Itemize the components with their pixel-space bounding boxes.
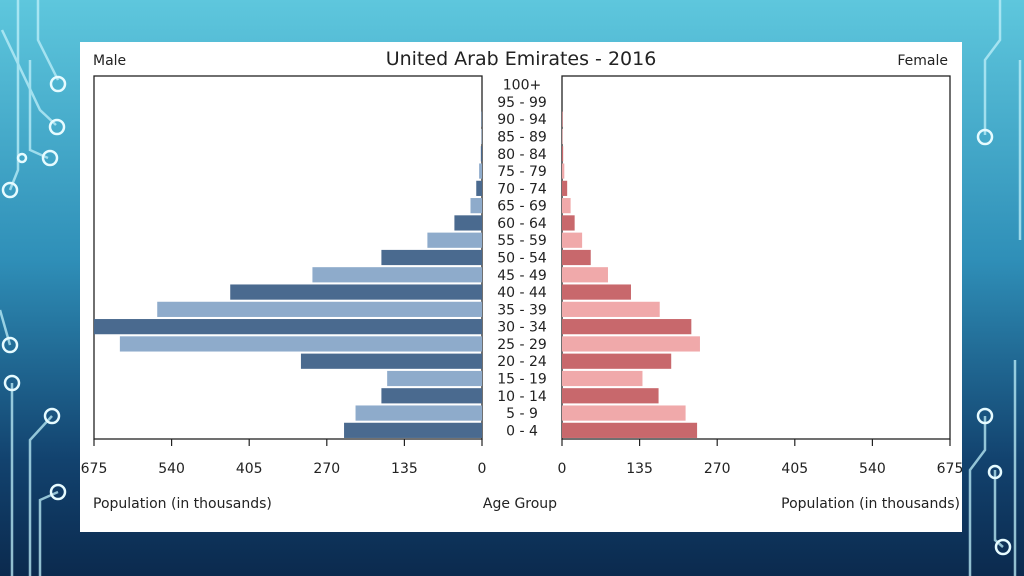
male-bar	[312, 267, 482, 283]
male-bar	[355, 405, 482, 421]
female-bar	[562, 249, 591, 266]
age-group-label: 30 - 34	[497, 320, 547, 336]
female-bars	[562, 111, 700, 438]
female-bar	[562, 163, 565, 179]
age-group-label: 45 - 49	[497, 268, 547, 284]
chart-title: United Arab Emirates - 2016	[386, 48, 657, 70]
x-tick-label: 270	[704, 461, 731, 477]
age-group-label: 80 - 84	[497, 147, 547, 163]
male-bar	[300, 353, 482, 369]
x-tick-label: 405	[236, 461, 263, 477]
age-group-label: 35 - 39	[497, 302, 547, 318]
female-bar	[562, 284, 631, 300]
x-tick-label: 405	[781, 461, 808, 477]
x-tick-label: 540	[158, 461, 185, 477]
x-tick-label: 135	[391, 461, 418, 477]
age-group-label: 100+	[503, 78, 541, 94]
male-bar	[479, 163, 482, 179]
female-bar	[562, 301, 660, 317]
population-pyramid-chart: Male United Arab Emirates - 2016 Female …	[81, 48, 962, 512]
age-group-label: 5 - 9	[506, 406, 538, 422]
female-bar	[562, 405, 686, 421]
age-group-label: 65 - 69	[497, 199, 547, 215]
male-bar	[157, 301, 483, 317]
age-group-label: 55 - 59	[497, 233, 547, 249]
age-group-label: 25 - 29	[497, 337, 547, 353]
age-group-label: 75 - 79	[497, 164, 547, 180]
x-axis-label-left: Population (in thousands)	[93, 496, 272, 512]
female-bar	[562, 232, 583, 248]
male-bar	[344, 422, 482, 438]
age-group-label: 40 - 44	[497, 285, 547, 301]
x-axis-label-center: Age Group	[483, 496, 557, 512]
female-label: Female	[897, 53, 948, 69]
x-tick-label: 675	[81, 461, 108, 477]
x-tick-label: 135	[626, 461, 653, 477]
male-bar	[381, 249, 482, 266]
female-bar	[562, 128, 563, 145]
x-tick-label: 0	[478, 461, 487, 477]
chart-card: Male United Arab Emirates - 2016 Female …	[80, 42, 962, 532]
female-bar	[562, 215, 575, 231]
x-tick-label: 270	[313, 461, 340, 477]
female-bar	[562, 370, 643, 387]
female-bar	[562, 353, 672, 369]
male-bar	[94, 319, 482, 335]
age-group-label: 10 - 14	[497, 389, 547, 405]
female-bar	[562, 267, 608, 283]
male-bar	[427, 232, 482, 248]
female-bar	[562, 111, 563, 127]
age-group-label: 20 - 24	[497, 354, 547, 370]
male-bar	[230, 284, 482, 300]
male-bar	[481, 111, 482, 127]
age-group-label: 90 - 94	[497, 112, 547, 128]
female-bar	[562, 388, 659, 404]
age-group-label: 85 - 89	[497, 130, 547, 146]
x-tick-label: 675	[937, 461, 962, 477]
female-bar	[562, 180, 568, 196]
age-group-label: 0 - 4	[506, 423, 538, 439]
age-group-label: 70 - 74	[497, 181, 547, 197]
male-bar	[119, 336, 482, 352]
male-bar	[470, 198, 482, 214]
female-bar	[562, 146, 564, 162]
female-bar	[562, 198, 571, 214]
x-tick-label: 0	[558, 461, 567, 477]
age-group-label: 95 - 99	[497, 95, 547, 111]
female-bar	[562, 319, 692, 335]
age-group-label: 15 - 19	[497, 372, 547, 388]
age-group-label: 50 - 54	[497, 251, 547, 267]
male-bar	[387, 370, 482, 387]
female-bar	[562, 336, 700, 352]
male-bar	[480, 146, 482, 162]
male-bar	[454, 215, 482, 231]
age-group-label: 60 - 64	[497, 216, 547, 232]
male-bars	[94, 111, 483, 438]
x-axis-ticks: 675 540 405 270 135 0 0 135 270 405 540 675	[81, 439, 962, 477]
x-axis-label-right: Population (in thousands)	[781, 496, 960, 512]
female-bar	[562, 422, 698, 438]
male-bar	[476, 180, 482, 196]
male-label: Male	[93, 53, 126, 69]
male-bar	[481, 128, 482, 145]
male-bar	[381, 388, 482, 404]
x-tick-label: 540	[859, 461, 886, 477]
